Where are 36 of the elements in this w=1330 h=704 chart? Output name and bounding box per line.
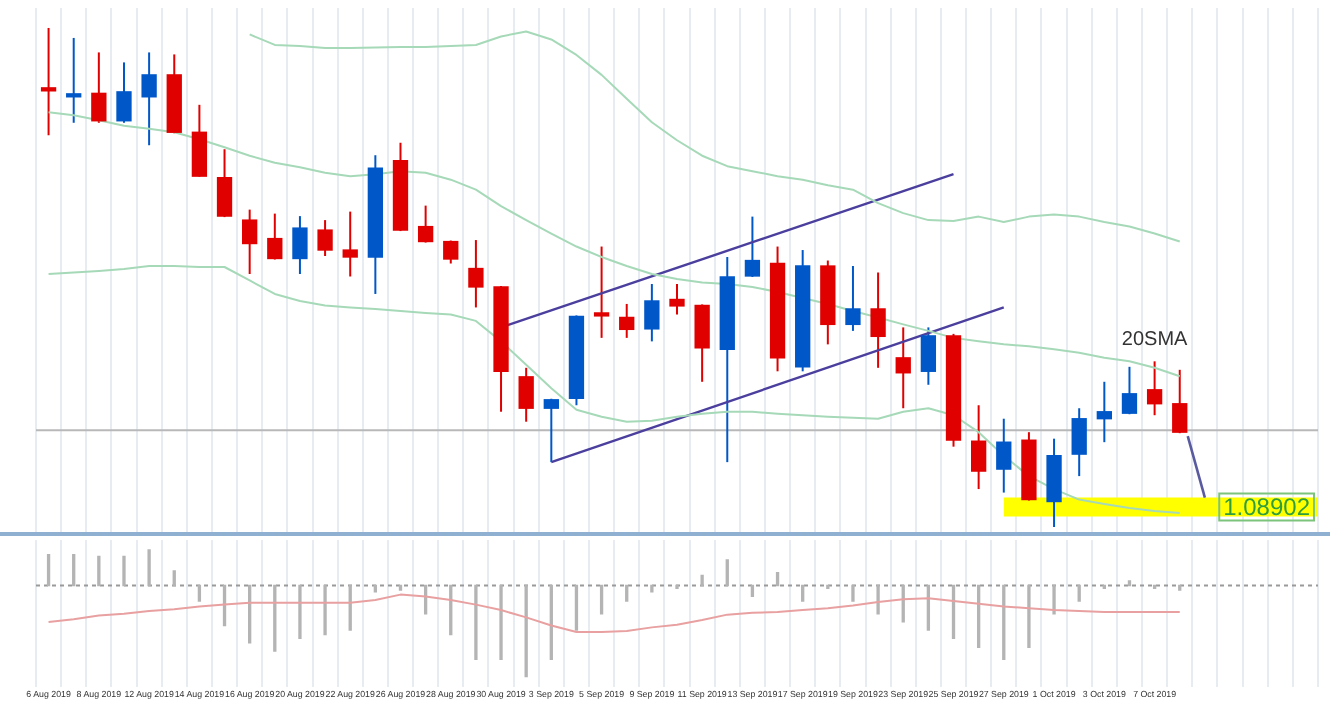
candlestick	[191, 103, 208, 178]
candlestick	[317, 219, 333, 258]
candlestick	[342, 210, 358, 278]
candlestick	[845, 265, 861, 332]
candlestick	[66, 36, 82, 124]
candlestick	[1096, 380, 1112, 444]
candlestick	[116, 61, 132, 124]
candlestick	[644, 282, 660, 343]
candlestick	[870, 271, 886, 369]
candlestick	[920, 326, 937, 386]
candlestick	[619, 302, 635, 339]
candlestick	[1046, 437, 1062, 529]
candlestick	[141, 51, 157, 147]
candlestick	[669, 282, 685, 316]
candlestick	[895, 326, 911, 410]
candlestick	[1172, 368, 1188, 435]
candlestick	[216, 148, 233, 219]
candlestick	[593, 245, 610, 339]
candlestick	[468, 239, 484, 309]
candlestick	[518, 366, 534, 423]
candlestick	[543, 397, 559, 464]
candlestick	[694, 303, 710, 383]
candlestick	[417, 204, 434, 244]
candlestick	[267, 212, 283, 261]
candlestick	[292, 215, 308, 275]
candlestick	[1146, 360, 1163, 417]
candlestick	[1071, 407, 1087, 478]
candlestick	[996, 417, 1012, 494]
candlestick	[242, 208, 258, 275]
candlestick	[970, 404, 987, 491]
candlestick	[744, 215, 761, 278]
candlestick	[1121, 365, 1138, 416]
annotation: 20SMA	[1121, 328, 1189, 351]
candlestick	[40, 26, 57, 137]
candlestick	[91, 51, 107, 124]
band-label: 1.08902	[1223, 492, 1311, 521]
